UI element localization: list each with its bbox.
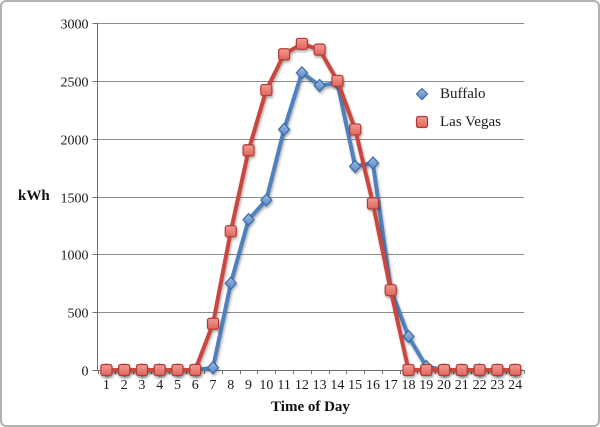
data-series — [100, 37, 522, 377]
y-tick-label: 1000 — [61, 249, 89, 264]
y-tick-label: 500 — [68, 307, 89, 322]
x-tick-label: 3 — [138, 378, 145, 393]
data-point-diamond — [402, 329, 415, 344]
data-point-square — [224, 225, 237, 238]
x-tick-label: 24 — [508, 378, 522, 393]
x-tick-label: 14 — [330, 378, 344, 393]
x-tick-label: 20 — [437, 378, 451, 393]
data-point-square — [313, 43, 326, 56]
y-tick-label: 3000 — [61, 18, 89, 33]
data-point-square — [366, 197, 380, 210]
data-point-diamond — [366, 156, 380, 170]
data-point-square — [118, 363, 131, 377]
legend-label-las-vegas: Las Vegas — [440, 114, 501, 130]
data-point-diamond — [242, 212, 255, 227]
data-point-square — [455, 363, 468, 377]
data-point-square — [189, 363, 202, 377]
data-point-diamond — [224, 276, 238, 291]
x-tick-label: 13 — [313, 378, 327, 393]
data-point-diamond — [277, 122, 291, 137]
x-tick-label: 10 — [259, 378, 273, 393]
x-tick-label: 4 — [156, 378, 163, 393]
y-tick-label: 2000 — [61, 134, 89, 149]
x-tick-label: 12 — [295, 378, 309, 393]
x-tick-label: 6 — [192, 378, 199, 393]
series-las-vegas — [100, 37, 522, 377]
data-point-diamond — [348, 159, 362, 174]
y-axis-title: kWh — [18, 188, 50, 204]
data-point-square — [473, 363, 486, 377]
data-point-diamond — [206, 360, 220, 375]
legend-item-las-vegas: Las Vegas — [404, 110, 501, 134]
x-tick-label: 16 — [366, 378, 380, 393]
data-point-diamond — [260, 193, 273, 207]
x-tick-label: 17 — [384, 378, 398, 393]
x-tick-label: 11 — [277, 378, 290, 393]
data-point-square — [349, 123, 362, 136]
data-point-square — [402, 363, 415, 377]
x-tick-label: 7 — [210, 378, 217, 393]
x-tick-label: 1 — [103, 378, 110, 393]
data-point-square — [437, 363, 451, 377]
x-tick-label: 9 — [245, 378, 252, 393]
data-point-square — [295, 37, 308, 50]
data-point-square — [331, 74, 344, 87]
legend-item-buffalo: Buffalo — [404, 82, 501, 106]
data-point-square — [171, 363, 184, 377]
data-point-square — [491, 363, 504, 377]
data-point-square — [260, 83, 273, 97]
gridlines — [97, 23, 524, 313]
data-point-diamond — [295, 65, 309, 80]
buffalo-line-diamond-icon — [406, 87, 438, 101]
x-tick-label: 2 — [121, 378, 128, 393]
data-point-square — [420, 363, 433, 377]
data-point-square — [384, 284, 397, 297]
x-tick-label: 21 — [455, 378, 469, 393]
data-point-square — [135, 363, 149, 377]
x-tick-label: 8 — [227, 378, 234, 393]
data-point-square — [100, 363, 113, 377]
legend-label-buffalo: Buffalo — [440, 86, 486, 102]
x-axis-title: Time of Day — [271, 399, 350, 415]
data-point-diamond — [313, 78, 326, 93]
x-tick-label: 18 — [401, 378, 415, 393]
data-point-square — [277, 48, 291, 61]
data-point-square — [509, 363, 522, 377]
y-tick-label: 2500 — [61, 76, 89, 91]
data-point-square — [153, 363, 166, 377]
x-tick-label: 15 — [348, 378, 362, 393]
y-tick-label: 0 — [82, 365, 89, 380]
las-vegas-line-square-icon — [406, 115, 438, 129]
x-tick-label: 19 — [419, 378, 433, 393]
data-point-square — [206, 317, 220, 330]
x-tick-label: 5 — [174, 378, 181, 393]
x-tick-label: 22 — [473, 378, 487, 393]
data-point-square — [242, 144, 255, 157]
x-tick-label: 23 — [490, 378, 504, 393]
y-tick-label: 1500 — [61, 192, 89, 207]
legend: Buffalo Las Vegas — [404, 82, 501, 134]
